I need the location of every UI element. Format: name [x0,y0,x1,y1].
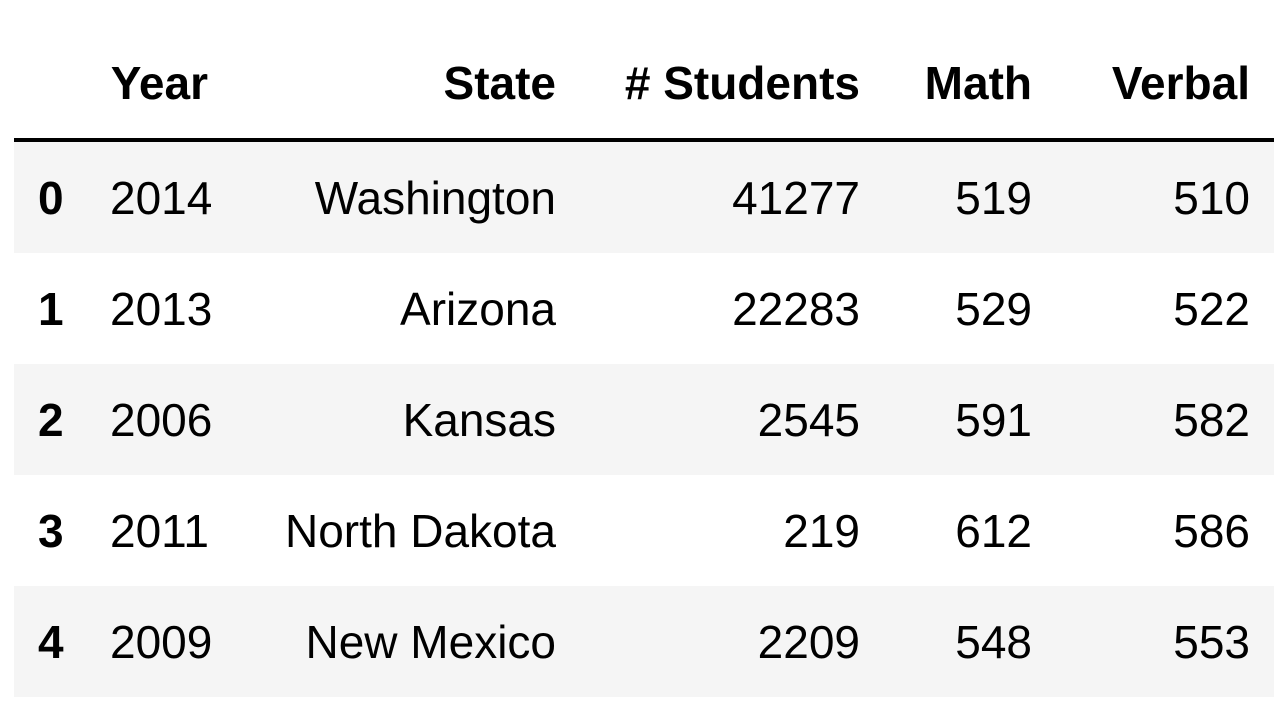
cell-students: 2209 [757,615,860,668]
column-header-verbal: Verbal [1056,28,1274,142]
table-row: 1 2013 Arizona 22283 529 522 [14,253,1274,364]
cell-students: 22283 [732,282,860,335]
table-row: 0 2014 Washington 41277 519 510 [14,140,1274,253]
cell-state: Arizona [400,282,556,335]
cell-state: North Dakota [284,504,556,557]
row-index: 4 [38,615,64,668]
cell-math: 529 [955,282,1032,335]
cell-verbal: 522 [1173,282,1250,335]
cell-verbal: 510 [1173,171,1250,224]
row-index: 0 [38,171,64,224]
table-row: 4 2009 New Mexico 2209 548 553 [14,586,1274,697]
cell-year: 2013 [110,282,213,335]
cell-math: 591 [955,393,1032,446]
cell-state: Washington [314,171,556,224]
column-header-math: Math [884,28,1056,142]
cell-year: 2006 [110,393,213,446]
column-header-state: State [232,28,580,142]
header-row: Year State # Students Math Verbal [14,28,1274,142]
cell-math: 612 [955,504,1032,557]
table-row: 2 2006 Kansas 2545 591 582 [14,364,1274,475]
cell-state: Kansas [402,393,556,446]
row-index: 3 [38,504,64,557]
dataframe-container: Year State # Students Math Verbal 0 2014… [14,28,1274,697]
column-header-students: # Students [580,28,884,142]
cell-verbal: 553 [1173,615,1250,668]
cell-year: 2014 [110,171,213,224]
index-header [14,28,110,142]
row-index: 2 [38,393,64,446]
cell-state: New Mexico [305,615,556,668]
table-row: 3 2011 North Dakota 219 612 586 [14,475,1274,586]
table-body: 0 2014 Washington 41277 519 510 1 2013 A… [14,140,1274,697]
cell-math: 548 [955,615,1032,668]
cell-math: 519 [955,171,1032,224]
cell-students: 41277 [732,171,860,224]
cell-verbal: 586 [1173,504,1250,557]
cell-students: 219 [783,504,860,557]
cell-year: 2011 [110,504,209,557]
table-header: Year State # Students Math Verbal [14,28,1274,142]
cell-verbal: 582 [1173,393,1250,446]
dataframe-table: Year State # Students Math Verbal 0 2014… [14,28,1274,697]
row-index: 1 [38,282,64,335]
cell-students: 2545 [757,393,860,446]
column-header-year: Year [110,28,232,142]
cell-year: 2009 [110,615,213,668]
